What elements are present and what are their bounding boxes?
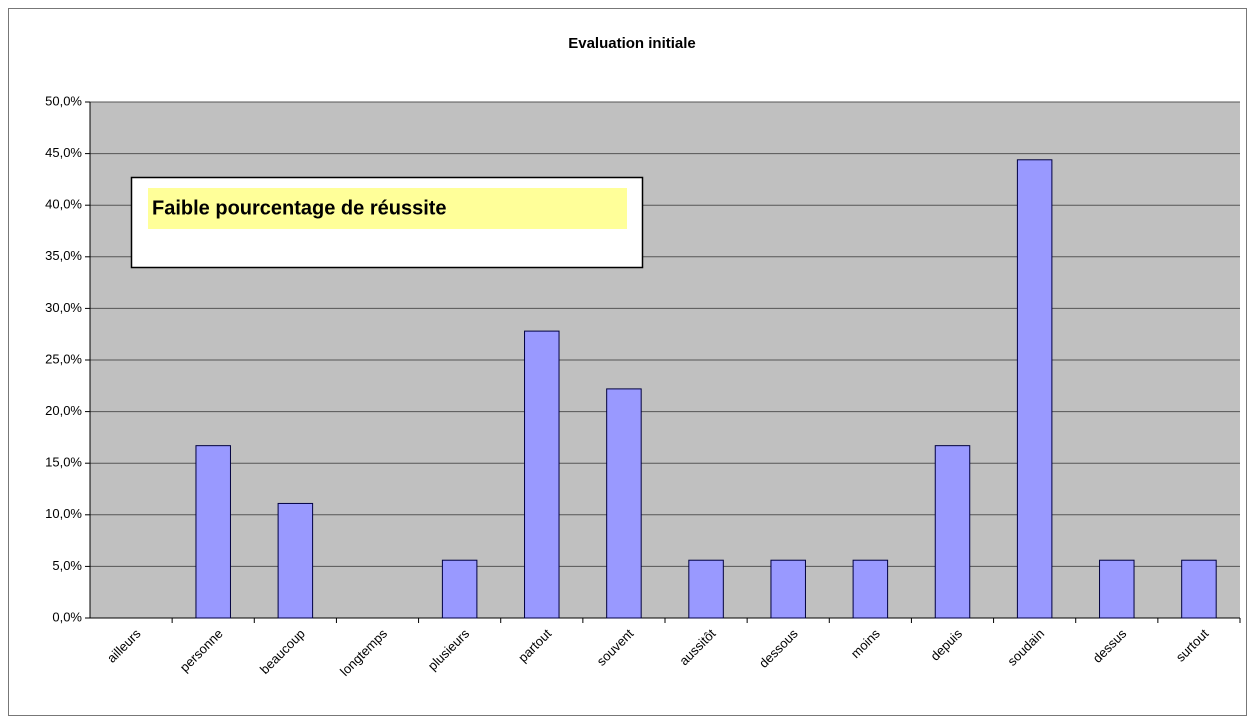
bar <box>934 445 971 619</box>
annotation-text: Faible pourcentage de réussite <box>152 197 447 219</box>
y-tick-label: 50,0% <box>45 93 82 108</box>
bar <box>770 559 806 619</box>
chart-title: Evaluation initiale <box>568 35 696 52</box>
y-tick-label: 25,0% <box>45 351 82 366</box>
annotation-highlight <box>148 188 627 229</box>
y-tick-label: 30,0% <box>45 300 82 315</box>
y-tick-label: 5,0% <box>52 558 82 573</box>
bar <box>606 388 642 619</box>
bar <box>1181 559 1217 619</box>
y-tick-label: 20,0% <box>45 403 82 418</box>
y-tick-label: 35,0% <box>45 248 82 263</box>
bar <box>195 445 231 619</box>
y-tick-label: 10,0% <box>45 506 82 521</box>
bar <box>524 330 560 619</box>
bar <box>441 559 478 619</box>
y-tick-label: 15,0% <box>45 455 82 470</box>
bar <box>688 559 724 619</box>
bar <box>277 502 314 619</box>
y-tick-label: 40,0% <box>45 197 82 212</box>
bar <box>852 559 889 619</box>
bar <box>1016 159 1053 619</box>
y-tick-label: 0,0% <box>52 609 82 624</box>
bar <box>1099 559 1135 619</box>
y-tick-label: 45,0% <box>45 145 82 160</box>
